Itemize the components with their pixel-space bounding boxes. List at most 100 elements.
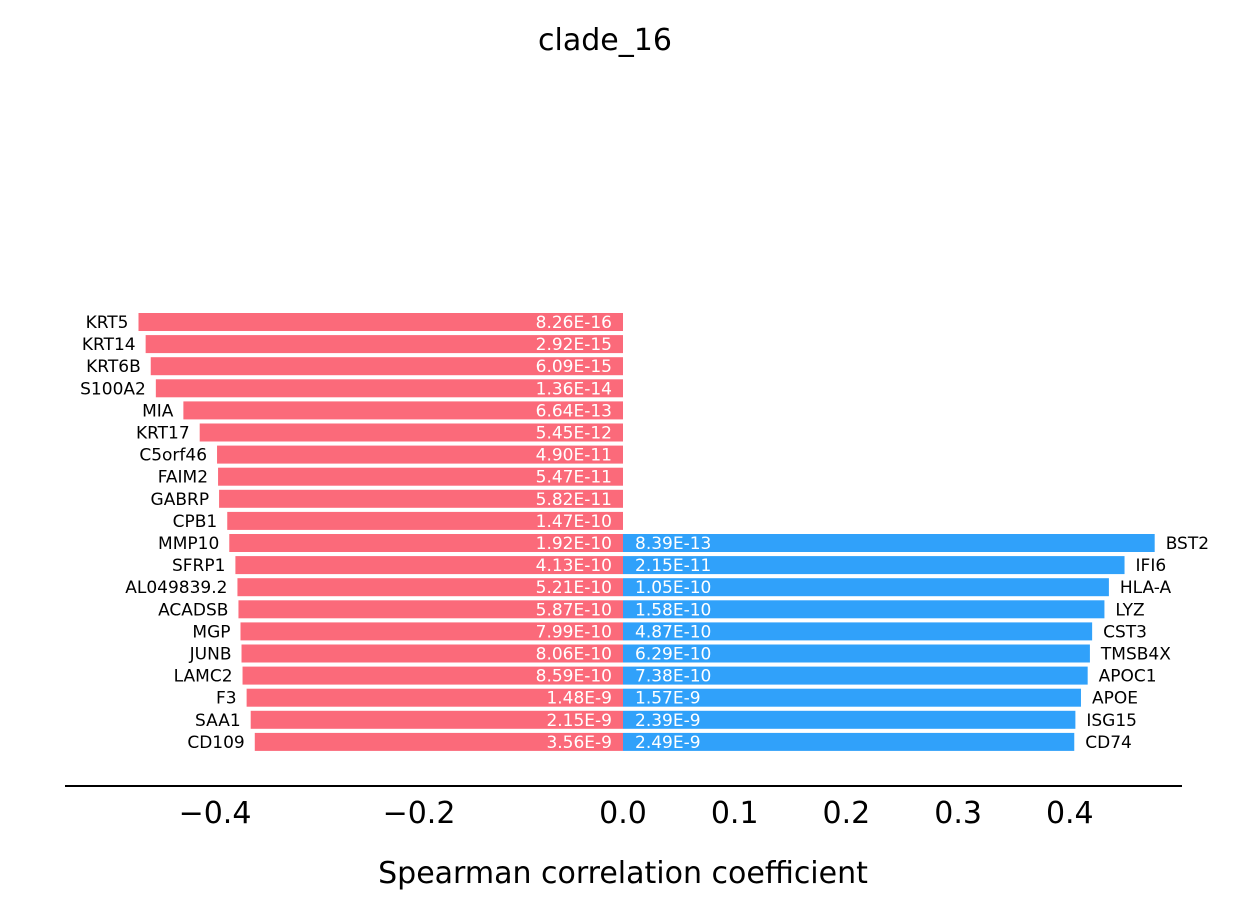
- positive-gene-label: HLA-A: [1120, 578, 1172, 598]
- negative-gene-label: MGP: [192, 622, 230, 642]
- negative-pvalue-label: 2.15E-9: [546, 711, 612, 731]
- negative-gene-label: GABRP: [151, 490, 210, 510]
- negative-bar: [240, 622, 623, 641]
- negative-gene-label: C5orf46: [139, 446, 207, 466]
- positive-gene-label: APOE: [1092, 689, 1138, 709]
- x-tick-label: −0.2: [383, 796, 456, 831]
- positive-pvalue-label: 1.05E-10: [635, 578, 711, 598]
- positive-gene-label: TMSB4X: [1100, 645, 1171, 665]
- negative-bar: [237, 578, 623, 597]
- positive-pvalue-label: 2.49E-9: [635, 733, 701, 753]
- negative-gene-label: KRT17: [136, 424, 190, 444]
- negative-bar: [242, 666, 624, 685]
- negative-bar: [155, 379, 623, 398]
- negative-bar: [229, 534, 623, 552]
- negative-bar: [235, 556, 623, 575]
- negative-pvalue-label: 3.56E-9: [546, 733, 612, 753]
- x-tick-label: 0.1: [711, 796, 759, 831]
- negative-pvalue-label: 5.47E-11: [536, 468, 612, 488]
- positive-bar: [623, 710, 1076, 729]
- positive-pvalue-label: 8.39E-13: [635, 534, 711, 554]
- x-tick-label: 0.3: [934, 796, 982, 831]
- negative-gene-label: JUNB: [189, 645, 232, 665]
- positive-pvalue-label: 4.87E-10: [635, 622, 711, 642]
- negative-pvalue-label: 5.45E-12: [536, 424, 612, 444]
- positive-bar: [623, 534, 1155, 552]
- negative-bar: [199, 423, 623, 442]
- negative-gene-label: SFRP1: [172, 556, 225, 576]
- x-tick-label: −0.4: [179, 796, 252, 831]
- negative-bar: [219, 489, 623, 508]
- negative-pvalue-label: 6.09E-15: [536, 357, 612, 377]
- positive-gene-label: IFI6: [1136, 556, 1167, 576]
- positive-bar: [623, 556, 1125, 575]
- negative-gene-label: F3: [216, 689, 237, 709]
- positive-pvalue-label: 7.38E-10: [635, 667, 711, 687]
- positive-gene-label: LYZ: [1115, 600, 1144, 620]
- negative-pvalue-label: 1.47E-10: [536, 512, 612, 532]
- negative-pvalue-label: 7.99E-10: [536, 622, 612, 642]
- negative-gene-label: MMP10: [158, 534, 219, 554]
- negative-bar: [183, 401, 623, 420]
- negative-pvalue-label: 4.90E-11: [536, 446, 612, 466]
- negative-bar: [241, 644, 623, 663]
- positive-pvalue-label: 6.29E-10: [635, 645, 711, 665]
- negative-pvalue-label: 5.82E-11: [536, 490, 612, 510]
- negative-bar: [138, 313, 623, 331]
- negative-gene-label: SAA1: [195, 711, 241, 731]
- negative-gene-label: ACADSB: [158, 600, 228, 620]
- negative-pvalue-label: 8.06E-10: [536, 645, 612, 665]
- negative-bar: [238, 600, 623, 619]
- x-tick-label: 0.4: [1046, 796, 1094, 831]
- x-ticks-group: −0.4 −0.2 0.0 0.1 0.2 0.3 0.4: [179, 796, 1094, 831]
- negative-gene-label: KRT5: [86, 313, 129, 333]
- negative-gene-label: CD109: [187, 733, 244, 753]
- positive-bar: [623, 600, 1105, 619]
- positive-gene-label: CD74: [1085, 733, 1132, 753]
- positive-gene-label: BST2: [1166, 534, 1209, 554]
- negative-bar: [246, 688, 623, 707]
- negative-gene-label: CPB1: [173, 512, 218, 532]
- positive-bar: [623, 688, 1081, 707]
- positive-pvalue-label: 1.57E-9: [635, 689, 701, 709]
- negative-bar: [217, 445, 624, 464]
- negative-pvalue-label: 8.59E-10: [536, 667, 612, 687]
- chart-title: clade_16: [538, 23, 672, 58]
- negative-pvalue-label: 1.36E-14: [536, 379, 612, 399]
- positive-pvalue-label: 2.15E-11: [635, 556, 711, 576]
- negative-gene-label: KRT14: [82, 335, 136, 355]
- positive-bar: [623, 732, 1075, 751]
- negative-pvalue-label: 5.21E-10: [536, 578, 612, 598]
- positive-gene-label: CST3: [1103, 622, 1147, 642]
- negative-gene-label: FAIM2: [158, 468, 208, 488]
- negative-pvalue-label: 4.13E-10: [536, 556, 612, 576]
- x-axis-label: Spearman correlation coefficient: [378, 856, 868, 891]
- x-tick-label: 0.0: [599, 796, 647, 831]
- positive-bar: [623, 622, 1093, 641]
- bars-group: KRT5 8.26E-16 KRT14 2.92E-15 KRT6B 6.09E-15 S1…: [80, 313, 1209, 753]
- negative-bar: [150, 357, 624, 376]
- negative-pvalue-label: 1.92E-10: [536, 534, 612, 554]
- positive-bar: [623, 666, 1088, 685]
- negative-gene-label: KRT6B: [86, 357, 141, 377]
- positive-gene-label: ISG15: [1086, 711, 1137, 731]
- negative-bar: [250, 710, 623, 729]
- positive-bar: [623, 644, 1090, 663]
- positive-bar: [623, 578, 1109, 597]
- x-tick-label: 0.2: [823, 796, 871, 831]
- negative-pvalue-label: 1.48E-9: [546, 689, 612, 709]
- negative-gene-label: MIA: [142, 401, 174, 421]
- negative-gene-label: S100A2: [80, 379, 146, 399]
- negative-bar: [227, 511, 624, 530]
- negative-gene-label: LAMC2: [174, 667, 233, 687]
- negative-pvalue-label: 5.87E-10: [536, 600, 612, 620]
- positive-gene-label: APOC1: [1099, 667, 1157, 687]
- negative-pvalue-label: 6.64E-13: [536, 401, 612, 421]
- negative-bar: [254, 732, 623, 751]
- negative-pvalue-label: 2.92E-15: [536, 335, 612, 355]
- positive-pvalue-label: 2.39E-9: [635, 711, 701, 731]
- positive-pvalue-label: 1.58E-10: [635, 600, 711, 620]
- negative-gene-label: AL049839.2: [125, 578, 227, 598]
- negative-pvalue-label: 8.26E-16: [536, 313, 612, 333]
